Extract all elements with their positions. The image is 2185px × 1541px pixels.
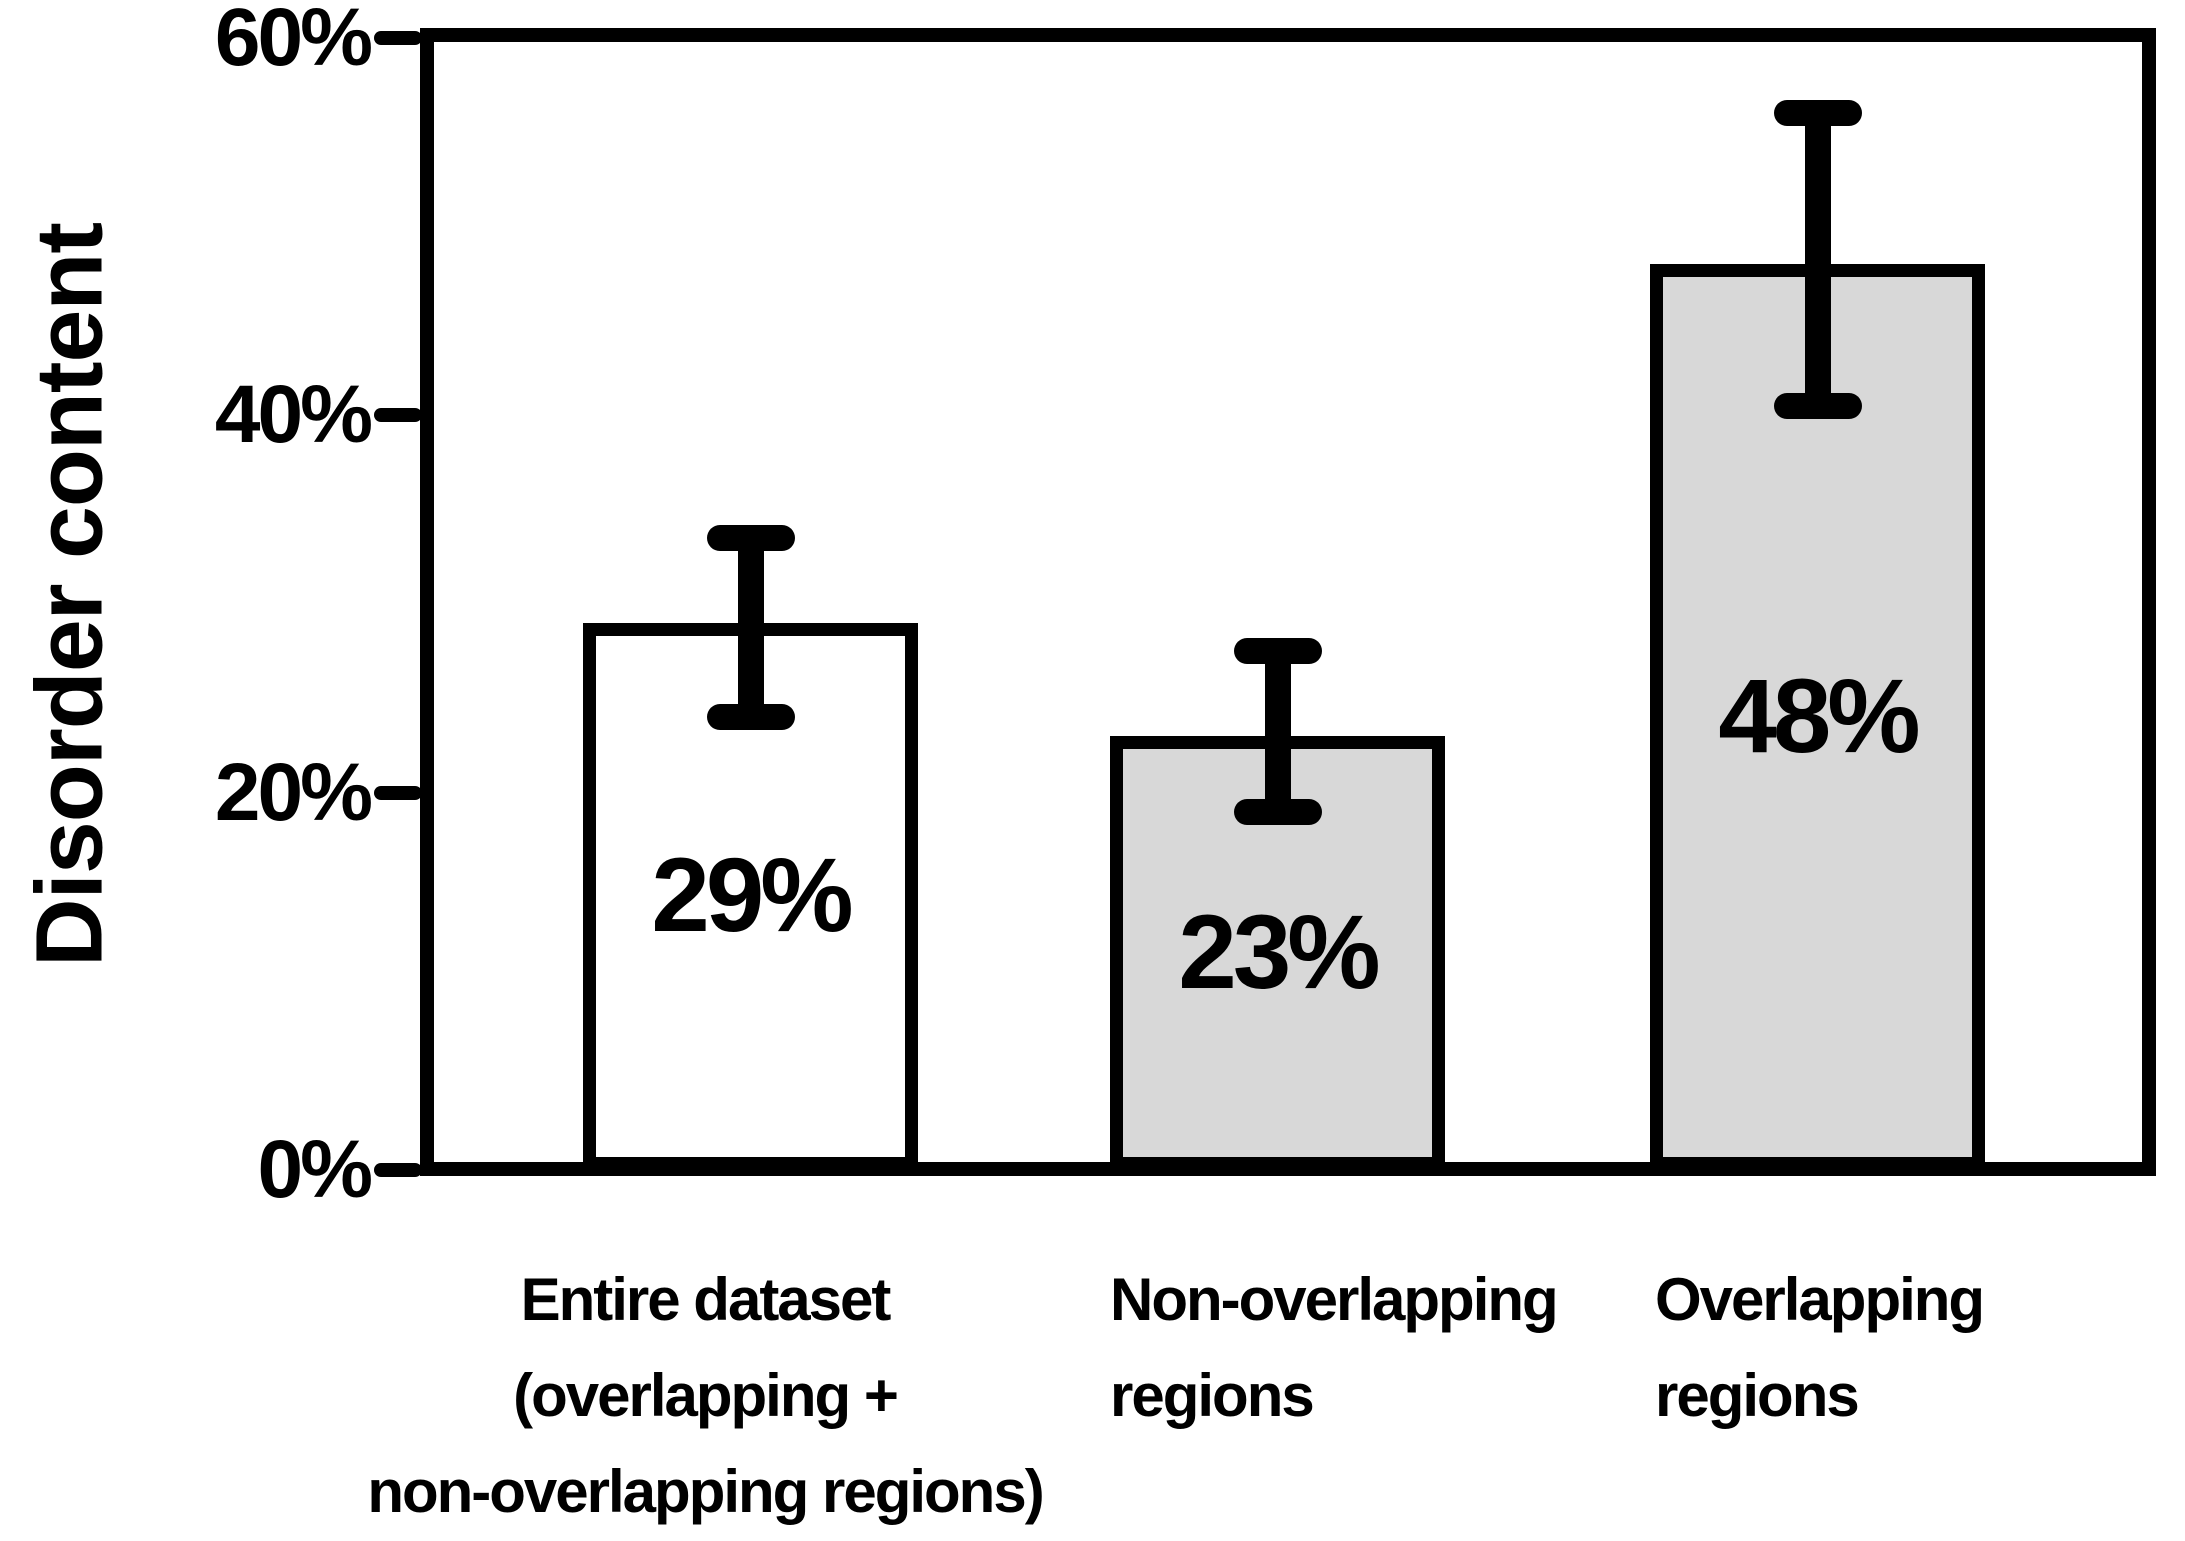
error-bar-top-cap — [1773, 100, 1862, 127]
bar-value-label: 29% — [651, 837, 853, 955]
x-category-label-line: regions — [1110, 1362, 1315, 1429]
x-category-label-line: (overlapping + — [513, 1362, 899, 1429]
x-category-label-line: Non-overlapping — [1110, 1266, 1559, 1333]
y-axis-tick-label: 40% — [214, 369, 373, 461]
y-axis-tick — [374, 1163, 422, 1177]
x-category-label: Non-overlapping regions — [1110, 1252, 1559, 1444]
y-axis-tick-label: 0% — [257, 1124, 373, 1215]
y-axis-tick-label: 20% — [214, 746, 373, 838]
x-category-label: Entire dataset (overlapping + non-overlapp… — [285, 1252, 1125, 1540]
error-bar-stem — [1804, 113, 1831, 406]
x-category-label-line: Overlapping — [1655, 1266, 1985, 1333]
y-axis-tick — [374, 785, 422, 800]
bar-value-label: 23% — [1178, 894, 1380, 1012]
x-category-label-line: regions — [1655, 1362, 1860, 1429]
y-axis-tick — [374, 408, 422, 423]
bar — [1650, 264, 1985, 1170]
error-bar-top-cap — [1233, 638, 1322, 665]
error-bar-bottom-cap — [1773, 392, 1862, 419]
error-bar-bottom-cap — [706, 704, 795, 731]
error-bar-bottom-cap — [1233, 798, 1322, 825]
error-bar-top-cap — [706, 524, 795, 551]
error-bar-stem — [737, 537, 764, 718]
y-axis-tick-label: 60% — [214, 0, 373, 83]
error-bar-stem — [1264, 651, 1291, 812]
x-category-label-line: Entire dataset — [520, 1266, 892, 1333]
y-axis-title: Disorder content — [16, 222, 123, 968]
bar-value-label: 48% — [1718, 658, 1920, 776]
x-category-label: Overlapping regions — [1655, 1252, 1985, 1444]
x-category-label-line: non-overlapping regions) — [367, 1458, 1044, 1525]
y-axis-tick — [374, 31, 422, 45]
